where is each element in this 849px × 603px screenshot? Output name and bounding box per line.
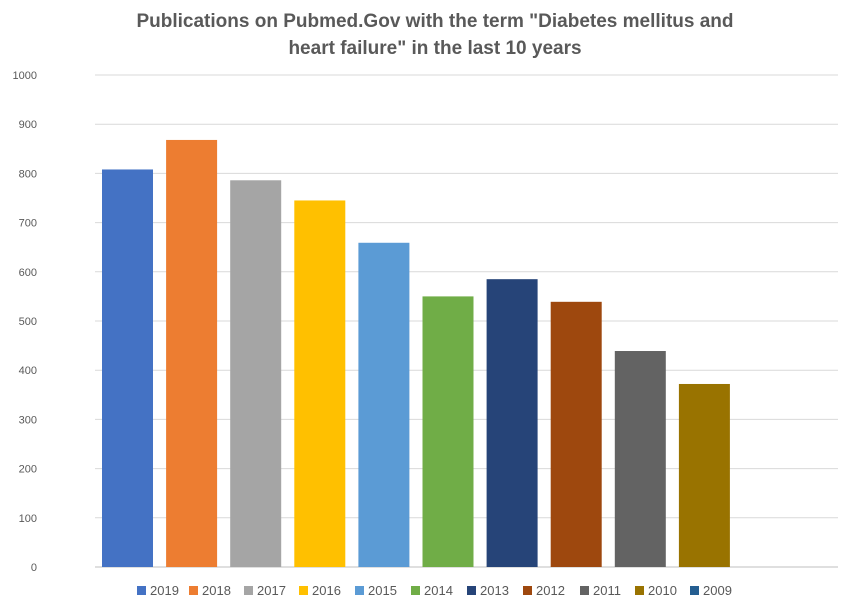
legend-item-2011: 2011	[580, 583, 621, 598]
y-tick-label: 700	[19, 218, 37, 230]
legend-label: 2017	[257, 583, 286, 598]
y-tick-label: 600	[19, 267, 37, 279]
legend-swatch	[137, 586, 146, 595]
legend-item-2009: 2009	[690, 583, 732, 598]
y-tick-label: 200	[19, 464, 37, 476]
legend-swatch	[635, 586, 644, 595]
legend-swatch	[355, 586, 364, 595]
y-tick-label: 500	[19, 316, 37, 328]
bar-2012	[550, 301, 602, 567]
legend-swatch	[411, 586, 420, 595]
legend-label: 2009	[703, 583, 732, 598]
chart-title-line-1: Publications on Pubmed.Gov with the term…	[136, 11, 734, 32]
legend-label: 2012	[536, 583, 565, 598]
legend: 2019 2018 2017 2016 2015 2014 2013 2012 2011 2010…	[137, 583, 732, 598]
legend-swatch	[690, 586, 699, 595]
bar-2010	[678, 383, 730, 567]
legend-swatch	[580, 586, 589, 595]
y-tick-label: 300	[19, 414, 37, 426]
legend-swatch	[299, 586, 308, 595]
y-axis-tick-labels: 0 100 200 300 400 500 600 700 800 900 1000	[13, 70, 37, 574]
y-tick-label: 0	[31, 562, 37, 574]
bar-2011	[614, 351, 666, 567]
chart-title-line-2: heart failure" in the last 10 years	[288, 38, 582, 59]
y-tick-label: 800	[19, 168, 37, 180]
legend-label: 2015	[368, 583, 397, 598]
legend-item-2013: 2013	[467, 583, 509, 598]
legend-label: 2011	[593, 583, 621, 598]
legend-swatch	[467, 586, 476, 595]
y-tick-label: 400	[19, 365, 37, 377]
bar-2013	[486, 279, 538, 567]
chart-title: Publications on Pubmed.Gov with the term…	[60, 8, 810, 62]
bar-2015	[358, 242, 410, 567]
legend-item-2017: 2017	[244, 583, 286, 598]
legend-item-2019: 2019	[137, 583, 179, 598]
legend-label: 2019	[150, 583, 179, 598]
bar-2016	[294, 200, 346, 567]
bar-2017	[230, 180, 282, 567]
legend-label: 2013	[480, 583, 509, 598]
legend-item-2010: 2010	[635, 583, 677, 598]
bar-2018	[166, 139, 218, 567]
y-tick-label: 100	[19, 513, 37, 525]
legend-label: 2014	[424, 583, 453, 598]
legend-item-2015: 2015	[355, 583, 397, 598]
bars	[102, 139, 730, 568]
legend-label: 2010	[648, 583, 677, 598]
bar-2014	[422, 296, 474, 567]
legend-swatch	[189, 586, 198, 595]
bar-2019	[102, 169, 153, 568]
legend-label: 2016	[312, 583, 341, 598]
y-tick-label: 1000	[13, 70, 37, 82]
y-tick-label: 900	[19, 119, 37, 131]
legend-swatch	[244, 586, 253, 595]
legend-item-2014: 2014	[411, 583, 453, 598]
legend-item-2012: 2012	[523, 583, 565, 598]
legend-swatch	[523, 586, 532, 595]
legend-label: 2018	[202, 583, 231, 598]
legend-item-2018: 2018	[189, 583, 231, 598]
legend-item-2016: 2016	[299, 583, 341, 598]
